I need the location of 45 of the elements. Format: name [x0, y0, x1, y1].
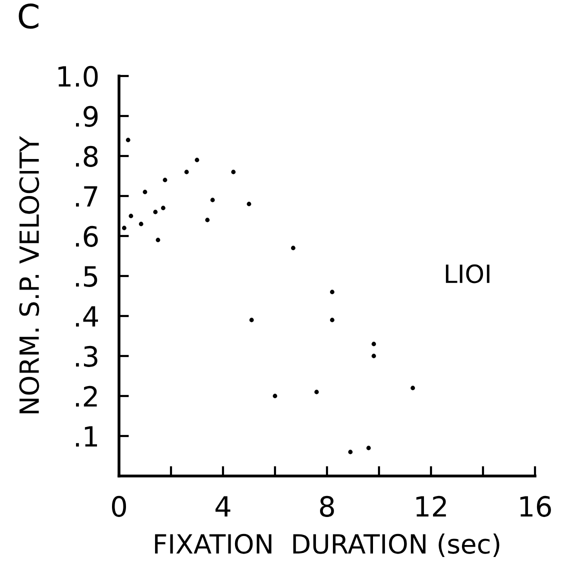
y-tick-label: .8 — [76, 146, 98, 167]
point — [126, 138, 130, 142]
y-tick-label: .6 — [76, 226, 98, 247]
point — [246, 202, 252, 206]
y-tick-label: .4 — [76, 306, 98, 327]
x-tick-label: 0 — [112, 496, 126, 517]
x-axis-title: FIXATION DURATION (sec) — [155, 533, 500, 557]
point — [142, 190, 148, 194]
point — [410, 386, 415, 390]
point — [366, 446, 371, 450]
x-tick-label: 8 — [320, 496, 334, 517]
y-tick-label: .3 — [76, 346, 98, 367]
point — [210, 198, 215, 202]
point — [231, 170, 236, 174]
y-tick-label: .9 — [76, 106, 98, 127]
point — [122, 226, 126, 230]
chart-title: C — [18, 3, 38, 29]
point — [194, 158, 200, 162]
point — [314, 390, 319, 394]
x-tick-label: 4 — [216, 496, 230, 517]
point — [161, 206, 166, 210]
y-tick-label: .7 — [76, 186, 98, 207]
point — [272, 394, 278, 398]
point — [162, 178, 168, 182]
point — [291, 246, 296, 250]
point — [153, 210, 158, 214]
y-tick-label: 1.0 — [58, 66, 98, 87]
point — [205, 218, 210, 222]
point — [372, 342, 376, 346]
point — [348, 450, 353, 454]
x-tick-label: 16 — [520, 496, 551, 517]
annotation: LIOI — [446, 264, 490, 284]
point — [330, 290, 334, 294]
y-tick-label: .1 — [76, 426, 97, 447]
y-tick-label: .5 — [76, 266, 98, 287]
point — [330, 318, 334, 322]
y-tick-label: .2 — [76, 386, 97, 407]
point — [184, 170, 189, 174]
x-tick-label: 12 — [416, 496, 446, 517]
point — [156, 238, 160, 242]
point — [372, 354, 376, 358]
point — [249, 318, 254, 322]
point — [128, 214, 134, 218]
y-axis-title: NORM. S.P. VELOCITY — [19, 136, 40, 414]
point — [138, 222, 144, 226]
